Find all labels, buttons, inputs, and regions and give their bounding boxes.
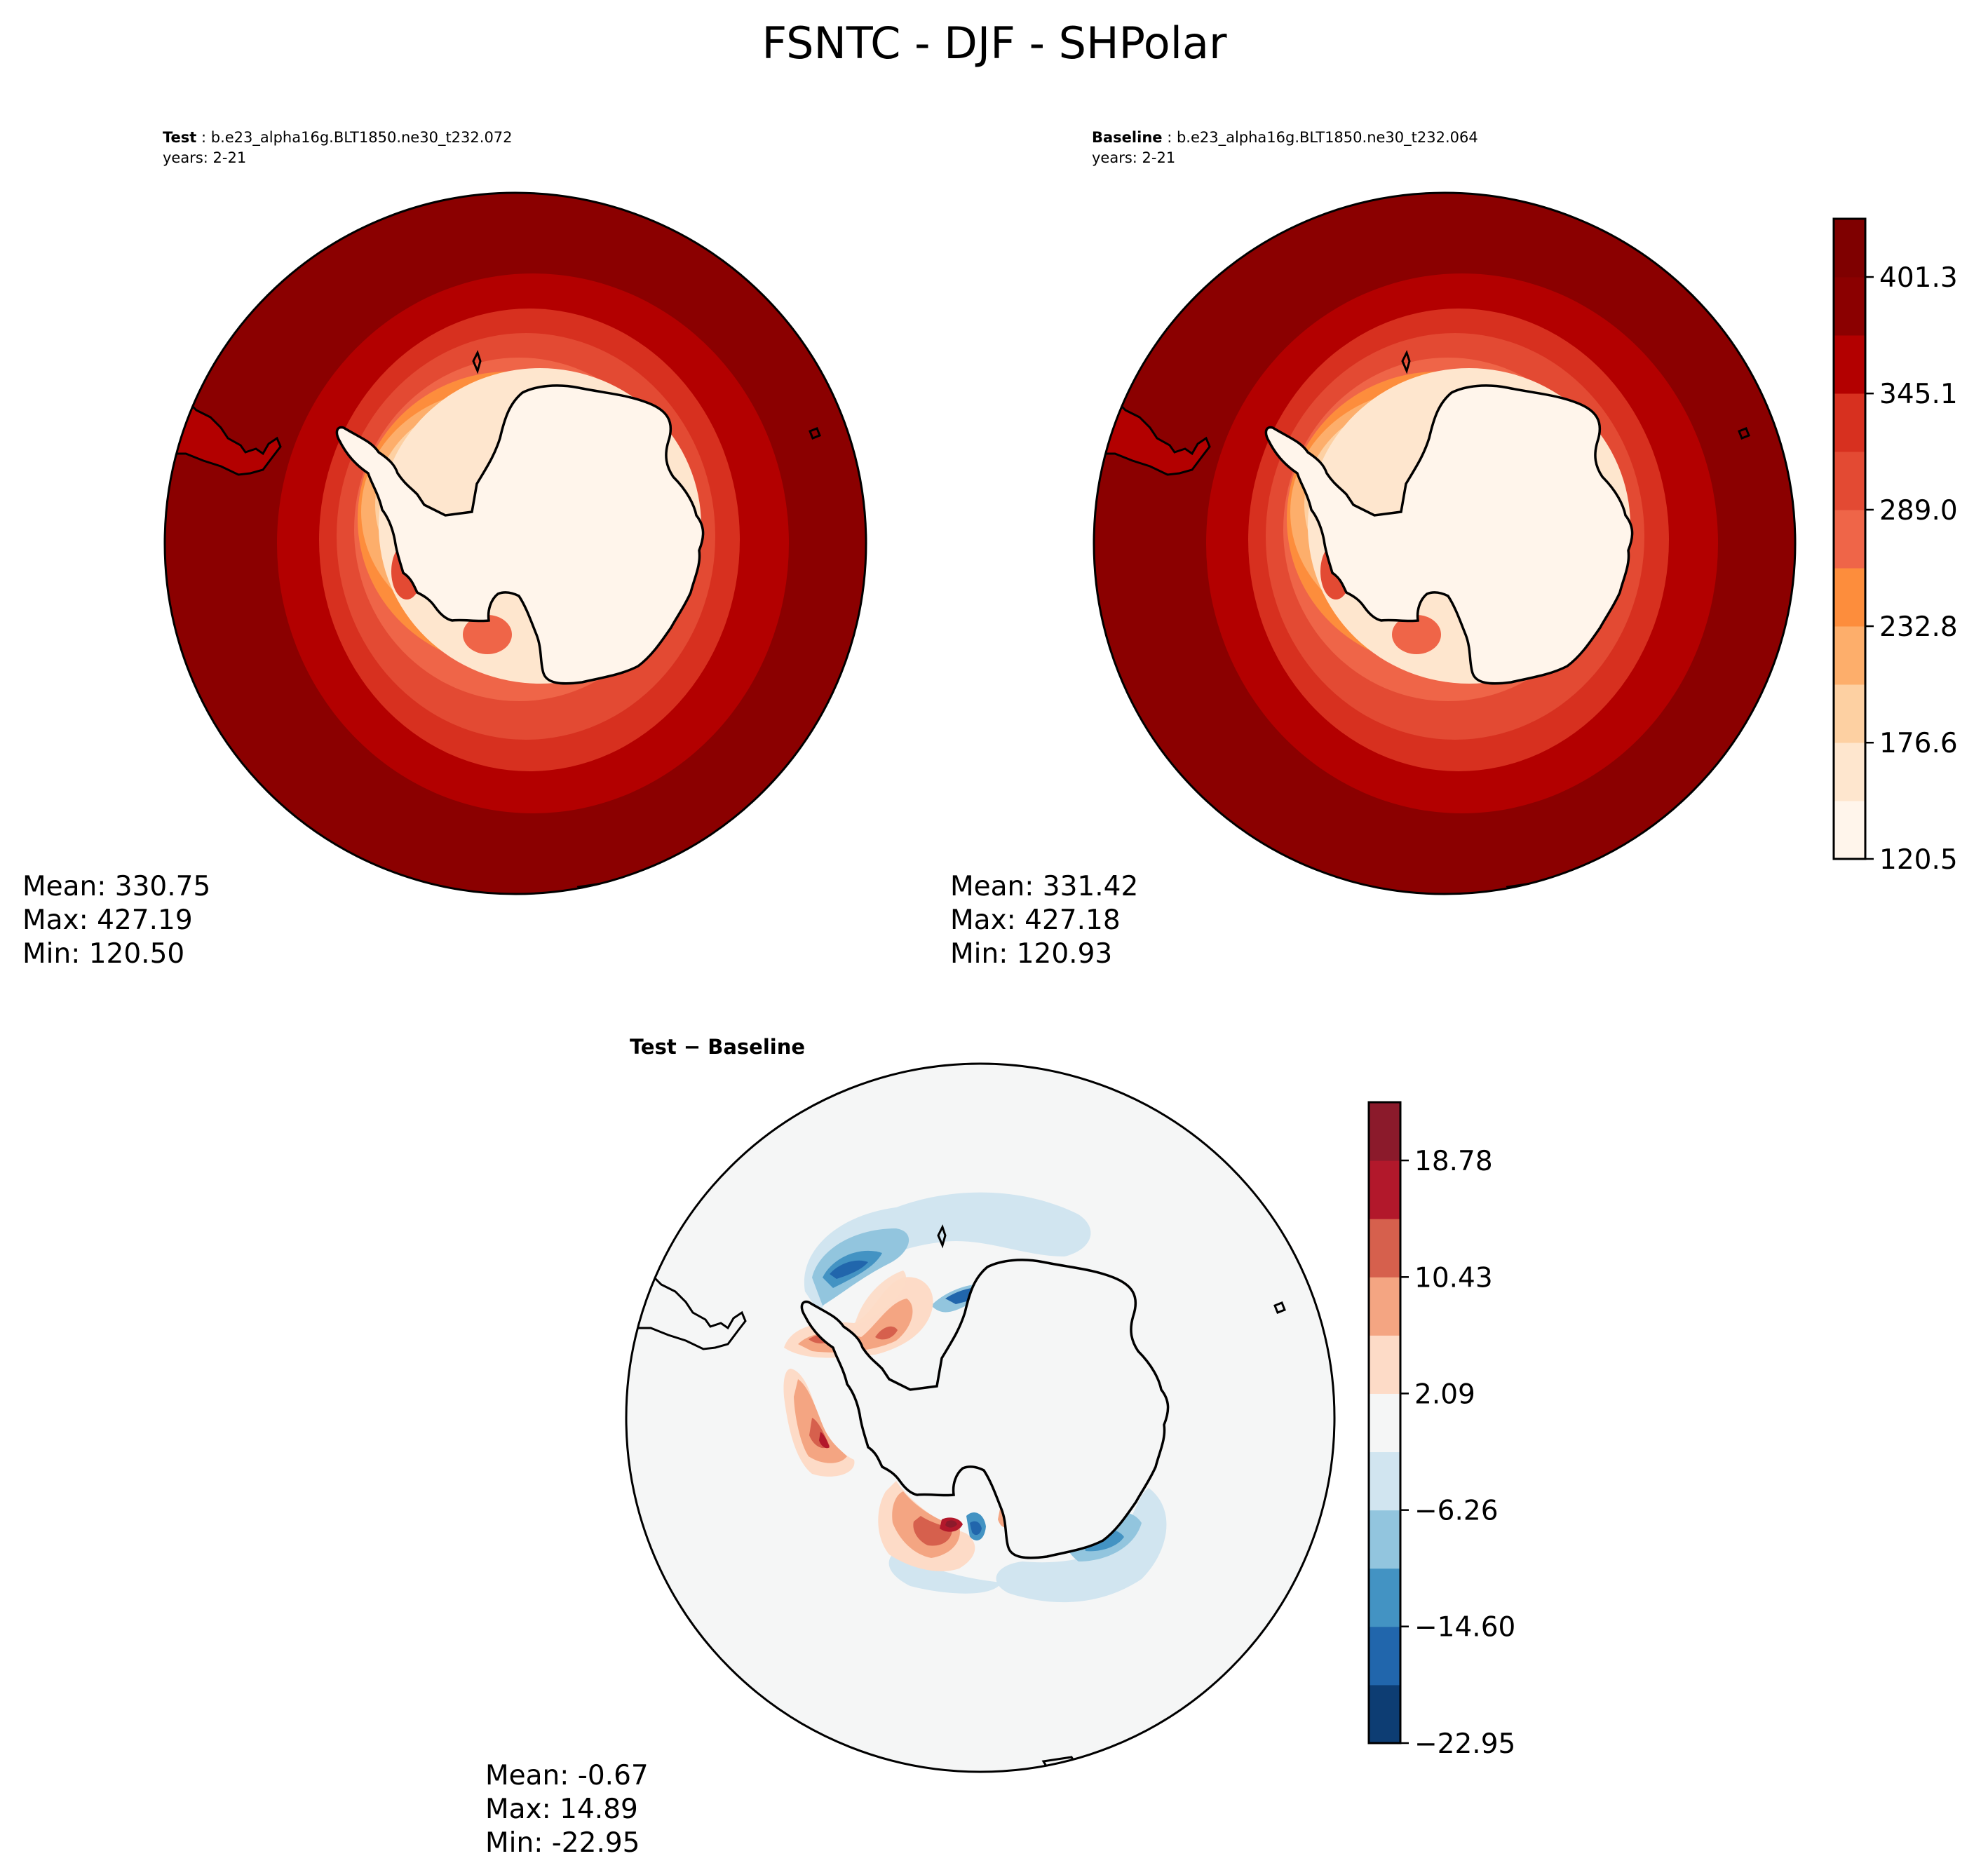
- diff-stat-max: Max: 14.89: [485, 1794, 638, 1825]
- main-colorbar-tick-label: 120.5: [1879, 844, 1958, 876]
- baseline-stat-max: Max: 427.18: [950, 904, 1121, 936]
- main-colorbar-segment: [1834, 452, 1865, 510]
- diff-colorbar-tick-label: 18.78: [1414, 1146, 1493, 1177]
- diff-colorbar-segment: [1369, 1219, 1400, 1278]
- diff-colorbar-tick-label: −14.60: [1414, 1612, 1515, 1644]
- test-stat-mean: Mean: 330.75: [22, 871, 210, 902]
- main-colorbar-segment: [1834, 393, 1865, 452]
- diff-colorbar-tick-label: −6.26: [1414, 1496, 1499, 1527]
- test-label-case: : b.e23_alpha16g.BLT1850.ne30_t232.072: [196, 129, 512, 147]
- test-label: Test : b.e23_alpha16g.BLT1850.ne30_t232.…: [163, 129, 513, 147]
- baseline-panel: Baseline : b.e23_alpha16g.BLT1850.ne30_t…: [950, 129, 1797, 970]
- main-colorbar-segment: [1834, 743, 1865, 801]
- test-map-frame: [163, 191, 867, 895]
- baseline-label-case: : b.e23_alpha16g.BLT1850.ne30_t232.064: [1163, 129, 1478, 147]
- baseline-label: Baseline : b.e23_alpha16g.BLT1850.ne30_t…: [1092, 129, 1478, 147]
- diff-colorbar-segment: [1369, 1277, 1400, 1336]
- diff-colorbar-segment: [1369, 1568, 1400, 1627]
- main-colorbar-segment: [1834, 626, 1865, 685]
- main-colorbar-segment: [1834, 277, 1865, 336]
- diff-map: [626, 1064, 1334, 1772]
- diff-colorbar-segment: [1369, 1160, 1400, 1219]
- main-colorbar-tick-label: 345.1: [1879, 379, 1958, 410]
- main-colorbar-tick-label: 401.3: [1879, 262, 1958, 294]
- main-colorbar-tick-label: 232.8: [1879, 611, 1958, 643]
- diff-map-frame: [625, 1062, 1336, 1773]
- diff-label: Test − Baseline: [630, 1035, 805, 1059]
- main-colorbar-segment: [1834, 801, 1865, 860]
- main-colorbar-frame: [1832, 217, 1867, 860]
- diff-colorbar-segment: [1369, 1626, 1400, 1686]
- main-colorbar-segment: [1834, 335, 1865, 394]
- baseline-stat-min: Min: 120.93: [950, 938, 1112, 970]
- diff-panel: Test − Baseline: [485, 1035, 1336, 1859]
- diff-colorbar-tick-label: −22.95: [1414, 1728, 1515, 1760]
- diff-colorbar-segment: [1369, 1335, 1400, 1394]
- test-panel: Test : b.e23_alpha16g.BLT1850.ne30_t232.…: [22, 129, 867, 970]
- main-colorbar-segment: [1834, 510, 1865, 569]
- diff-colorbar: −22.95 −14.60 −6.26 2.09 10.43 18.78: [1367, 1101, 1515, 1760]
- diff-colorbar-segment: [1369, 1510, 1400, 1569]
- test-years: years: 2-21: [163, 149, 246, 166]
- diff-colorbar-segment: [1369, 1393, 1400, 1453]
- baseline-years: years: 2-21: [1092, 149, 1175, 166]
- test-stat-min: Min: 120.50: [22, 938, 184, 970]
- diff-stat-mean: Mean: -0.67: [485, 1760, 649, 1791]
- baseline-stat-mean: Mean: 331.42: [950, 871, 1138, 902]
- main-colorbar: 120.5 176.6 232.8 289.0 345.1 401.3: [1832, 217, 1958, 876]
- diff-colorbar-frame: [1367, 1101, 1402, 1744]
- main-colorbar-segment: [1834, 219, 1865, 278]
- main-colorbar-tick-label: 176.6: [1879, 728, 1958, 759]
- diff-colorbar-segment: [1369, 1102, 1400, 1161]
- baseline-label-bold: Baseline: [1092, 129, 1163, 146]
- diff-colorbar-tick-label: 2.09: [1414, 1378, 1475, 1410]
- baseline-map: [1094, 193, 1795, 894]
- test-stat-max: Max: 427.19: [22, 904, 193, 936]
- test-map: [165, 193, 866, 894]
- diff-stat-min: Min: -22.95: [485, 1827, 640, 1859]
- main-colorbar-segment: [1834, 568, 1865, 627]
- figure-title: FSNTC - DJF - SHPolar: [762, 18, 1227, 69]
- main-colorbar-tick-label: 289.0: [1879, 495, 1958, 527]
- diff-colorbar-segment: [1369, 1451, 1400, 1511]
- diff-colorbar-segment: [1369, 1684, 1400, 1744]
- diff-colorbar-tick-label: 10.43: [1414, 1262, 1493, 1294]
- main-colorbar-segment: [1834, 684, 1865, 743]
- baseline-map-frame: [1093, 191, 1797, 895]
- test-label-bold: Test: [163, 129, 196, 146]
